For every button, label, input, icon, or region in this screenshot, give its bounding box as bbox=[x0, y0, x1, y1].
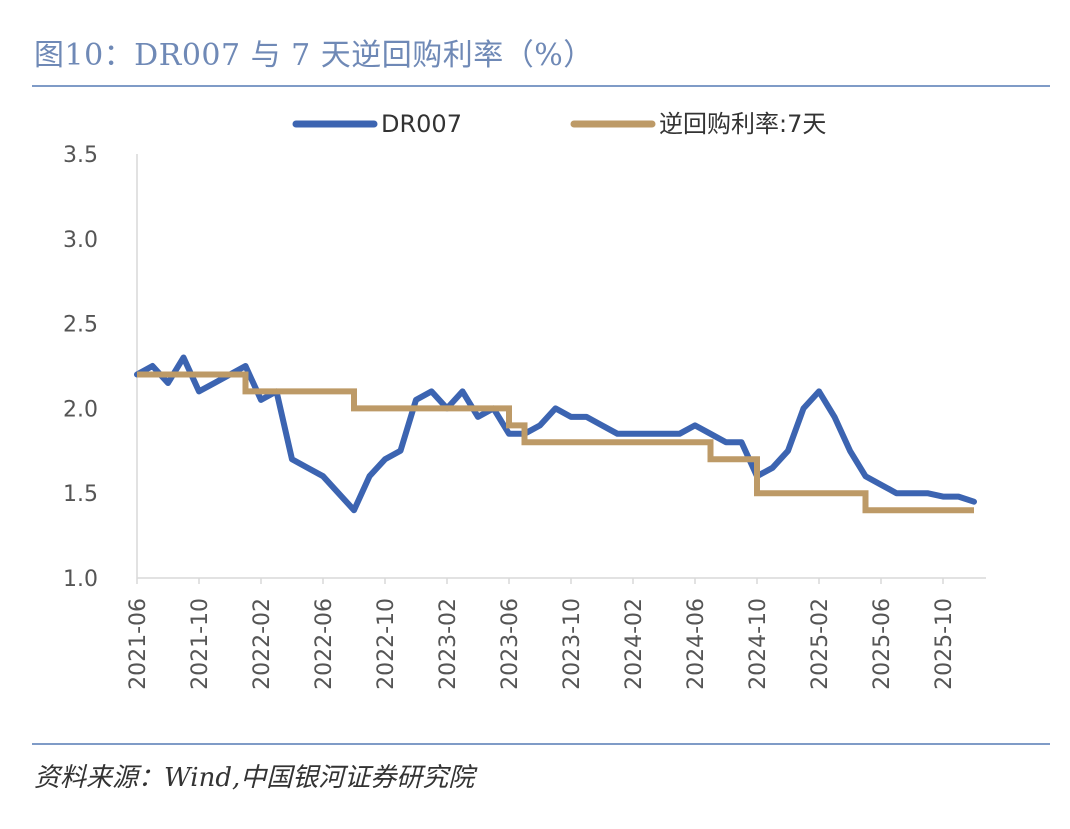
x-axis-ticks: 2021-06 2021-10 2022-02 2022-06 2022-10 2023-… bbox=[126, 578, 957, 690]
x-tick-label: 2022-06 bbox=[312, 598, 337, 690]
x-tick-label: 2025-10 bbox=[932, 598, 957, 690]
y-tick-label: 1.5 bbox=[63, 482, 98, 507]
x-tick-label: 2021-10 bbox=[188, 598, 213, 690]
y-tick-label: 3.5 bbox=[63, 143, 98, 168]
series-line-dr007 bbox=[134, 354, 977, 514]
y-tick-label: 2.0 bbox=[63, 397, 98, 422]
legend-label-dr007: DR007 bbox=[381, 110, 462, 138]
x-tick-label: 2024-06 bbox=[684, 598, 709, 690]
axes bbox=[136, 154, 986, 579]
x-tick-label: 2021-06 bbox=[126, 598, 151, 690]
source-note: 资料来源：Wind,中国银河证券研究院 bbox=[34, 763, 475, 793]
top-rule bbox=[32, 85, 1050, 87]
y-tick-label: 1.0 bbox=[63, 567, 98, 592]
x-tick-label: 2023-02 bbox=[436, 598, 461, 690]
y-tick-label: 3.0 bbox=[63, 228, 98, 253]
x-tick-label: 2023-10 bbox=[560, 598, 585, 690]
x-tick-label: 2022-02 bbox=[250, 598, 275, 690]
x-tick-label: 2023-06 bbox=[498, 598, 523, 690]
x-tick-label: 2024-02 bbox=[622, 598, 647, 690]
series-line-reverse-repo bbox=[137, 371, 974, 514]
x-tick-label: 2022-10 bbox=[374, 598, 399, 690]
x-tick-label: 2025-02 bbox=[808, 598, 833, 690]
x-tick-label: 2025-06 bbox=[870, 598, 895, 690]
series-lines bbox=[134, 354, 977, 514]
figure-title: 图10：DR007 与 7 天逆回购利率（%） bbox=[34, 38, 594, 73]
y-tick-label: 2.5 bbox=[63, 313, 98, 338]
legend-label-reverse-repo: 逆回购利率:7天 bbox=[659, 110, 826, 138]
bottom-rule bbox=[32, 743, 1050, 745]
x-tick-label: 2024-10 bbox=[746, 598, 771, 690]
y-axis-ticks: 1.0 1.5 2.0 2.5 3.0 3.5 bbox=[63, 143, 98, 592]
legend: DR007 逆回购利率:7天 bbox=[292, 110, 826, 138]
